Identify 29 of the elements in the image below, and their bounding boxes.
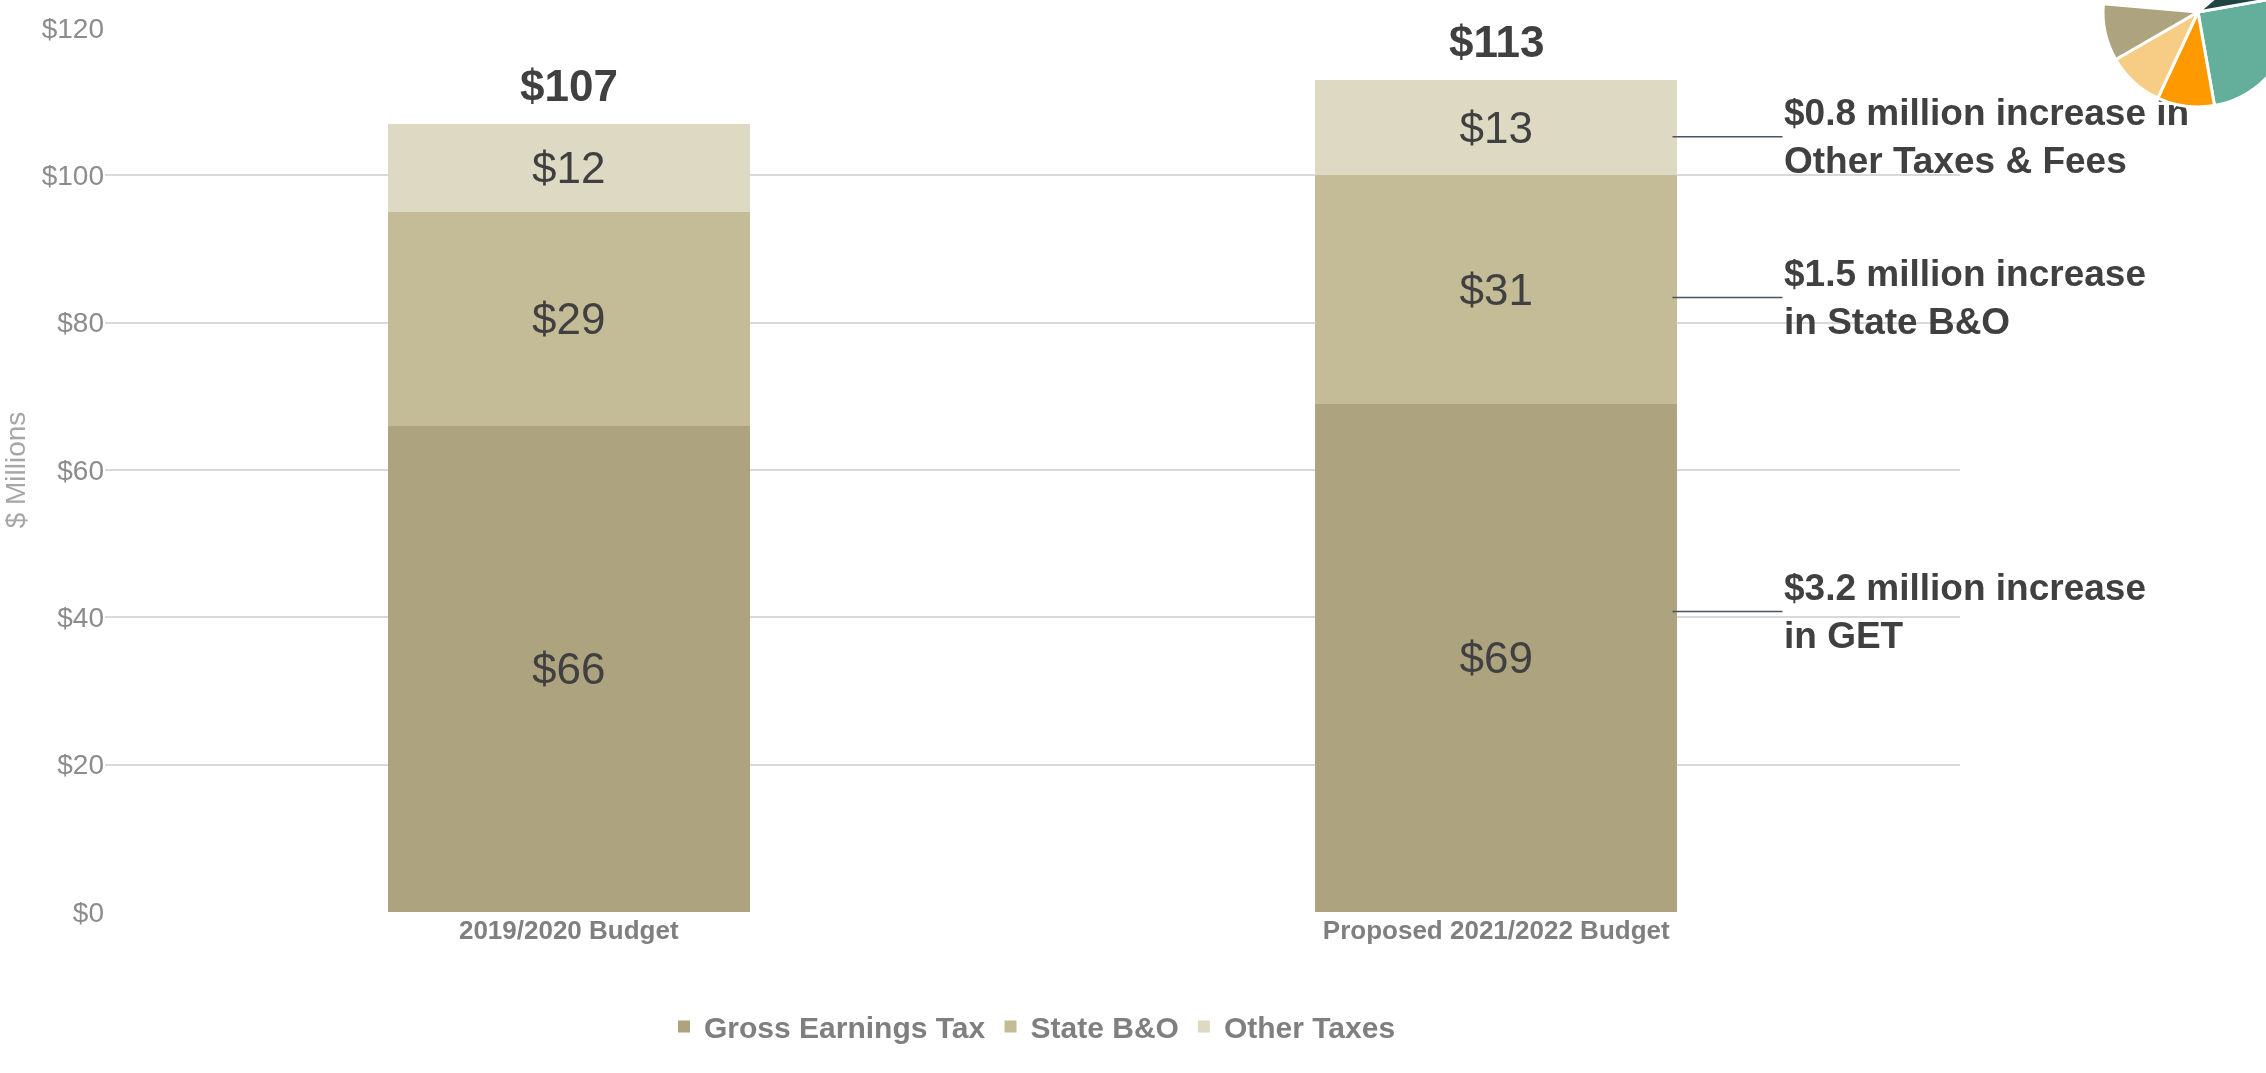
y-tick-label: $100 [41, 160, 104, 192]
bar [387, 123, 750, 213]
y-tick-label: $120 [41, 12, 104, 44]
y-tick-label: $60 [57, 454, 104, 486]
bar [1315, 403, 1678, 912]
x-tick-label: Proposed 2021/2022 Budget [1322, 915, 1670, 945]
bar [1315, 79, 1678, 176]
annotation: $1.5 million increase in State B&O [1784, 253, 2146, 343]
data-label: $29 [532, 294, 606, 344]
data-label: $13 [1459, 102, 1533, 152]
legend-label: Gross Earnings Tax [704, 1011, 986, 1045]
y-tick-label: $20 [57, 749, 104, 781]
y-tick-label: $80 [57, 307, 104, 339]
legend-label: State B&O [1030, 1011, 1179, 1045]
y-tick-label: $40 [57, 602, 104, 634]
total-label: $113 [1449, 17, 1545, 66]
bar [387, 212, 750, 426]
x-tick-label: 2019/2020 Budget [458, 915, 679, 945]
data-label: $12 [532, 143, 606, 193]
y-axis-title: $ Millions [0, 411, 31, 529]
annotation: $3.2 million increase in GET [1784, 567, 2146, 657]
bar [1315, 175, 1678, 404]
total-label: $107 [520, 61, 618, 110]
data-label: $31 [1459, 265, 1533, 315]
data-label: $69 [1459, 633, 1533, 683]
y-tick-label: $0 [72, 896, 104, 928]
bar [387, 425, 750, 912]
legend-label: Other Taxes [1223, 1011, 1396, 1045]
data-label: $66 [532, 644, 606, 694]
